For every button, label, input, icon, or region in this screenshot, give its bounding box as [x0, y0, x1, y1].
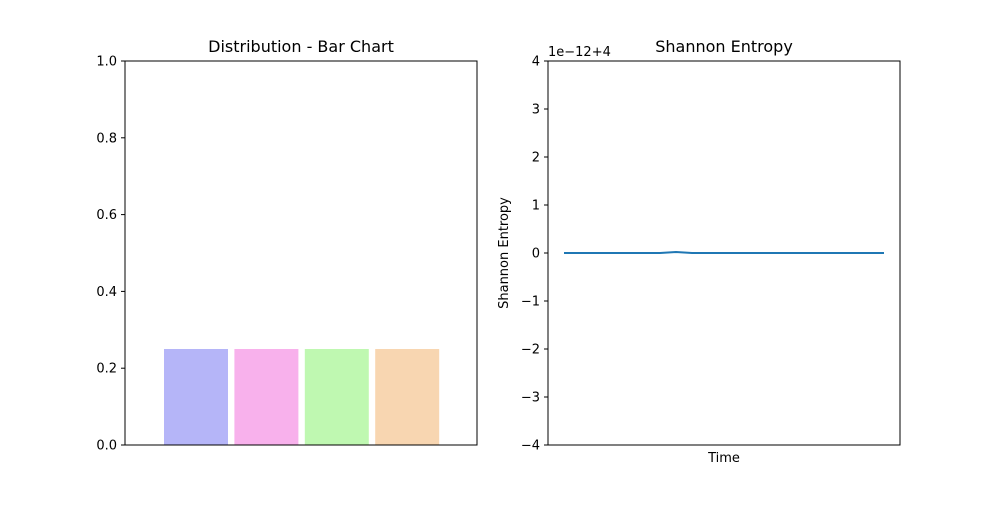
entropy-y-tick-label: −4: [521, 439, 540, 454]
bar-y-tick-label: 0.2: [96, 362, 117, 377]
bar-y-tick-label: 0.6: [96, 208, 117, 223]
entropy-y-tick-label: −2: [521, 343, 540, 358]
bar: [304, 349, 369, 445]
bar: [164, 349, 228, 445]
entropy-y-tick-label: 0: [532, 247, 540, 262]
entropy-y-tick-label: 4: [532, 55, 540, 70]
entropy-y-ticks: −4 −3 −2 −1 0 1 2 3 4: [521, 55, 548, 454]
bar-marks: [164, 349, 440, 445]
bar-chart-axes: Distribution - Bar Chart 0.0 0.2 0.4 0.6 0.8…: [96, 37, 478, 454]
entropy-x-axis-label: Time: [707, 451, 740, 466]
bar: [375, 349, 440, 445]
bar-y-ticks: 0.0 0.2 0.4 0.6 0.8 1.0: [96, 55, 125, 454]
entropy-series-line: [564, 250, 884, 254]
entropy-y-tick-label: 1: [532, 199, 540, 214]
entropy-chart-axes: Shannon Entropy 1e−12+4 −4 −3 −2 −1 0 1 2 3 4 Ti…: [497, 37, 901, 466]
bar-y-tick-label: 0.4: [96, 285, 117, 300]
bar-chart-frame: [124, 60, 478, 446]
entropy-y-tick-label: −3: [521, 391, 540, 406]
bar-y-tick-label: 0.0: [96, 439, 117, 454]
entropy-y-axis-label: Shannon Entropy: [497, 197, 512, 309]
bar-chart-title: Distribution - Bar Chart: [208, 37, 394, 56]
entropy-y-tick-label: 3: [532, 103, 540, 118]
bar-y-tick-label: 1.0: [96, 55, 117, 70]
entropy-y-offset-text: 1e−12+4: [548, 45, 611, 60]
entropy-chart-title: Shannon Entropy: [655, 37, 793, 56]
entropy-y-tick-label: 2: [532, 151, 540, 166]
entropy-chart-frame: [547, 60, 901, 446]
bar: [234, 349, 299, 445]
bar-y-tick-label: 0.8: [96, 131, 117, 146]
entropy-y-tick-label: −1: [521, 295, 540, 310]
